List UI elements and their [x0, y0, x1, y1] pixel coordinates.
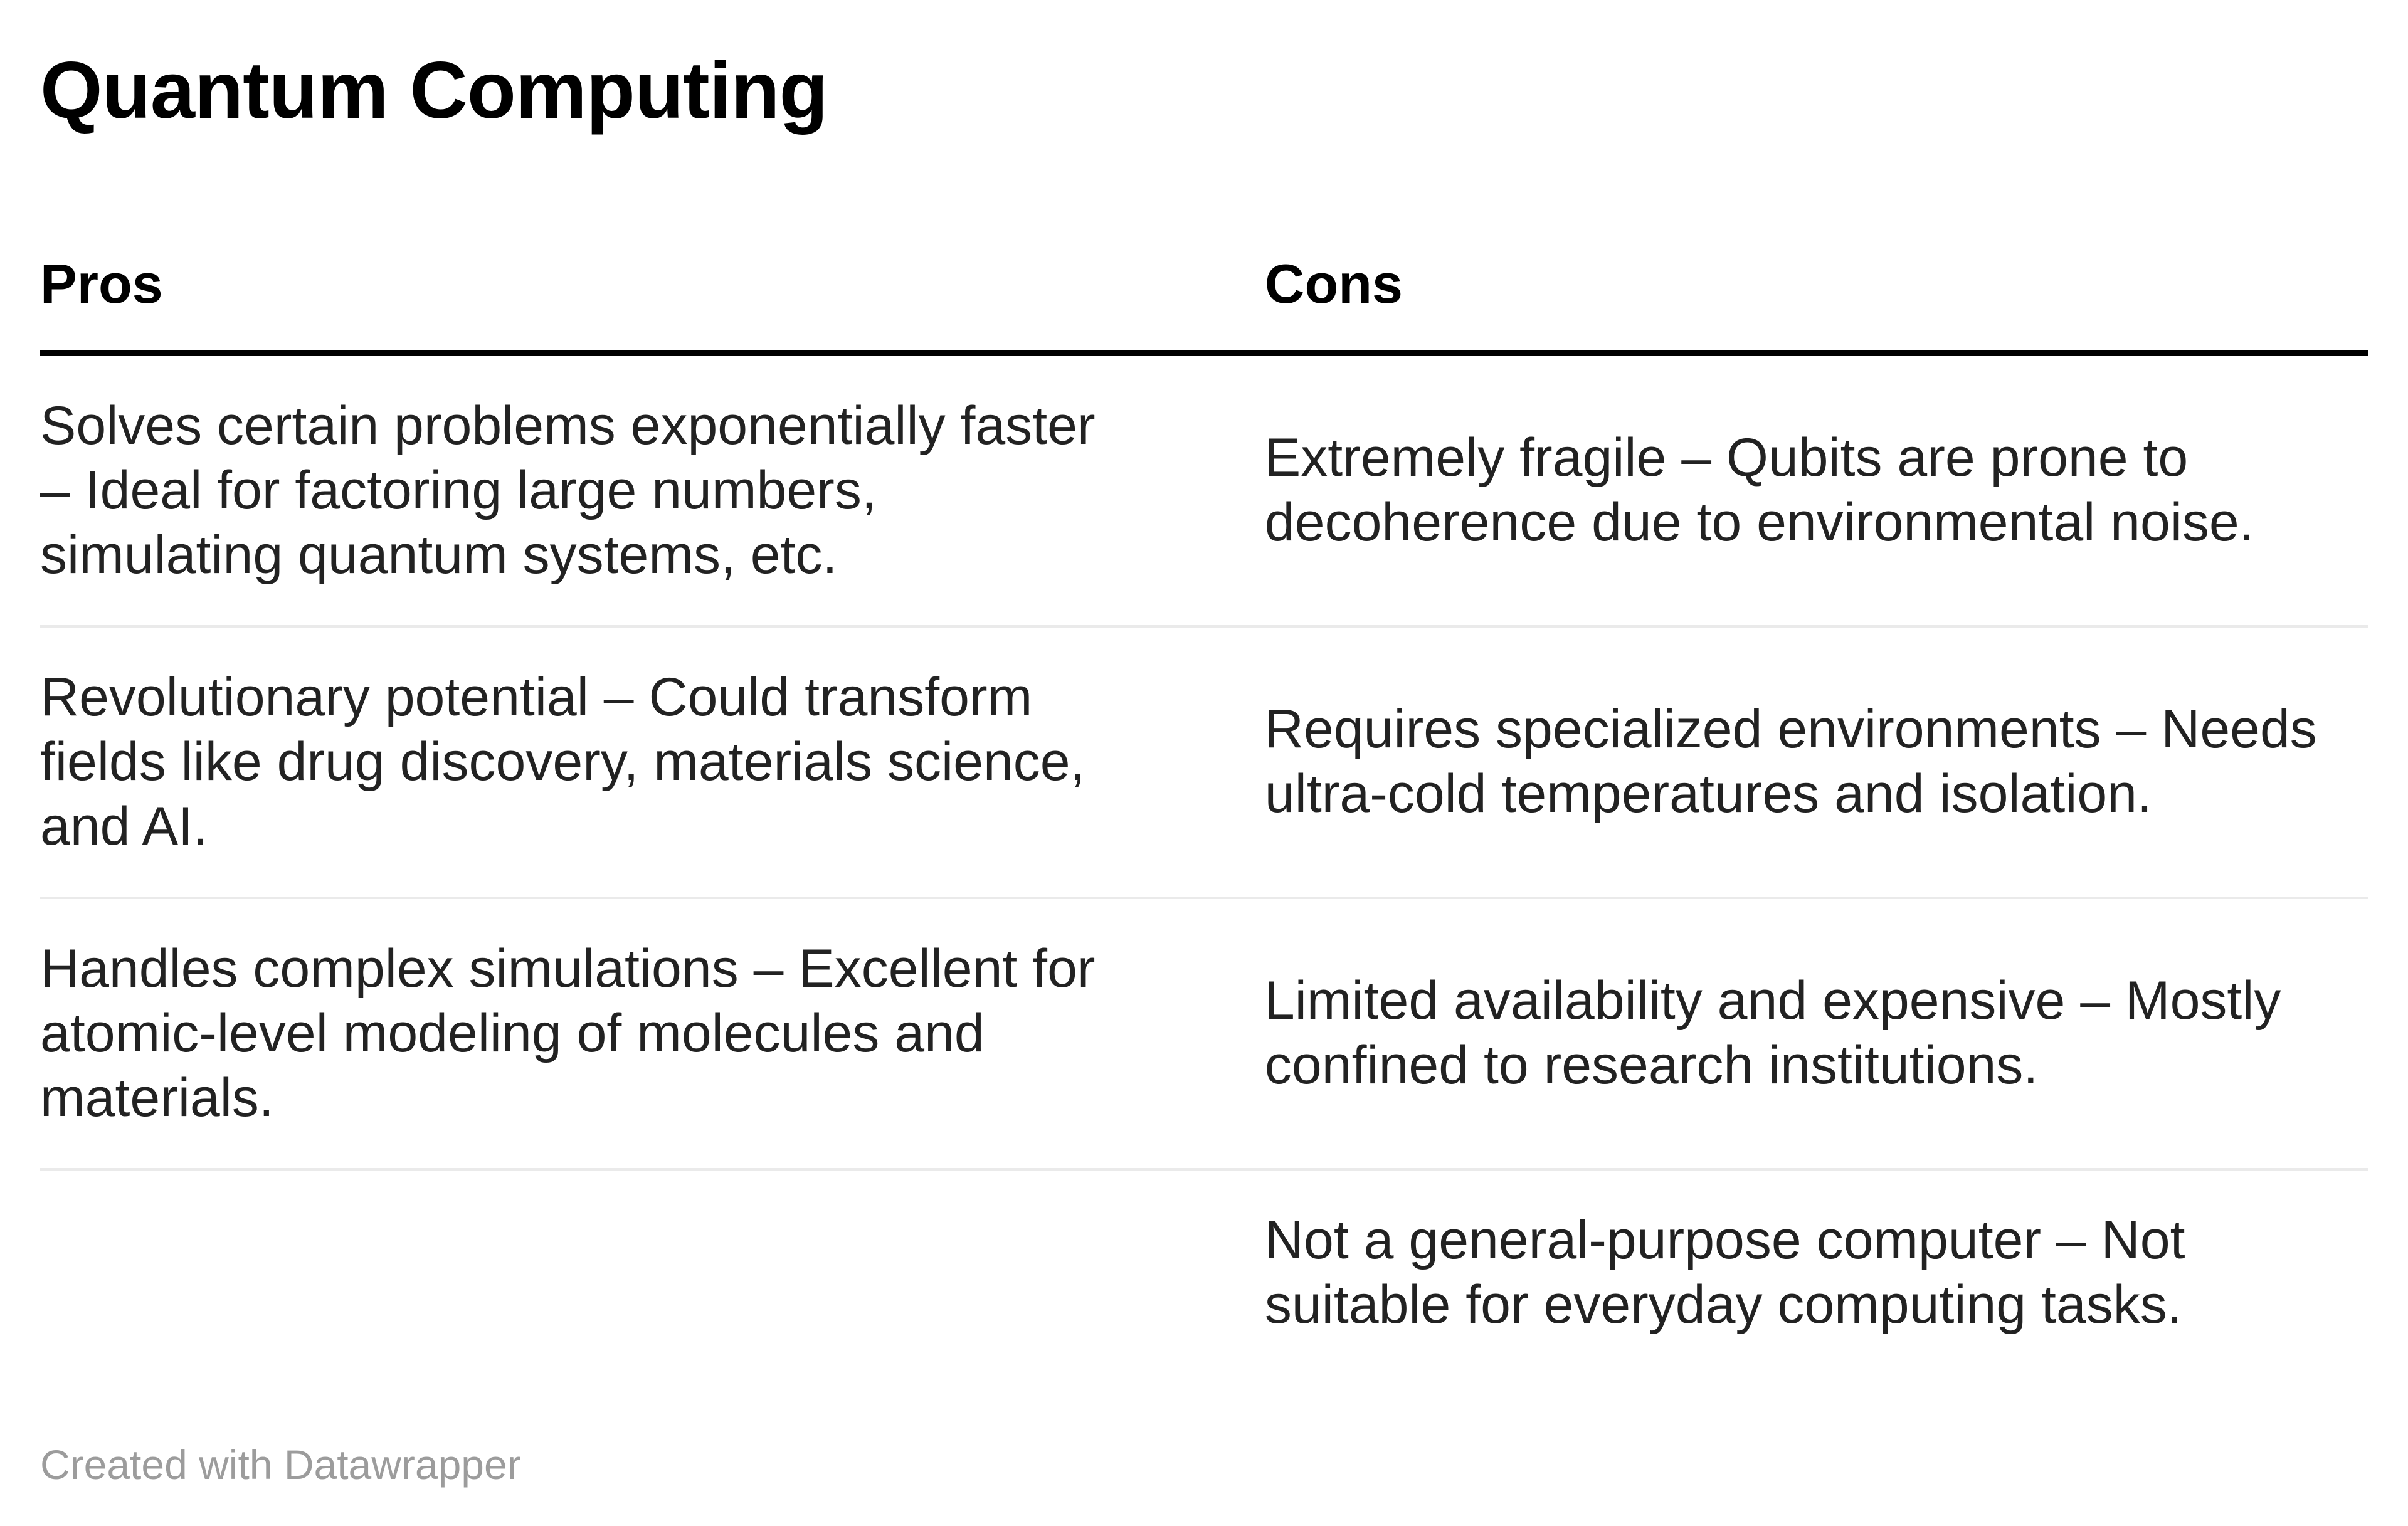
table-cell-cons: Extremely fragile – Qubits are prone to … [1264, 428, 2254, 553]
table-cell-cons: Not a general-purpose computer – Not sui… [1228, 1167, 2368, 1375]
page-title: Quantum Computing [40, 46, 828, 135]
table-cell-pros: Solves certain problems exponentially fa… [40, 395, 1096, 585]
pros-cons-table: Pros Cons Solves certain problems expone… [40, 251, 2368, 1375]
table-cell-pros: Handles complex simulations – Excellent … [40, 896, 1228, 1169]
table-row: Solves certain problems exponentially fa… [40, 353, 2368, 626]
table-header-row: Pros Cons [40, 251, 2368, 356]
attribution-text: Created with Datawrapper [40, 1441, 521, 1488]
column-header-pros: Pros [40, 251, 1228, 356]
table-row: Handles complex simulations – Excellent … [40, 896, 2368, 1169]
table-cell-cons: Limited availability and expensive – Mos… [1228, 896, 2368, 1169]
table-body: Solves certain problems exponentially fa… [40, 353, 2368, 1375]
table-cell-pros [40, 1167, 1228, 1375]
table-row: Not a general-purpose computer – Not sui… [40, 1167, 2368, 1375]
table-header: Pros Cons [40, 251, 2368, 356]
column-header-cons: Cons [1228, 251, 2368, 356]
chart-container: Quantum Computing Pros Cons Solves certa… [40, 46, 2368, 1488]
table-cell-cons: Requires specialized environments – Need… [1228, 624, 2368, 898]
table-cell-pros: Revolutionary potential – Could transfor… [40, 624, 1228, 898]
table-row: Revolutionary potential – Could transfor… [40, 624, 2368, 898]
